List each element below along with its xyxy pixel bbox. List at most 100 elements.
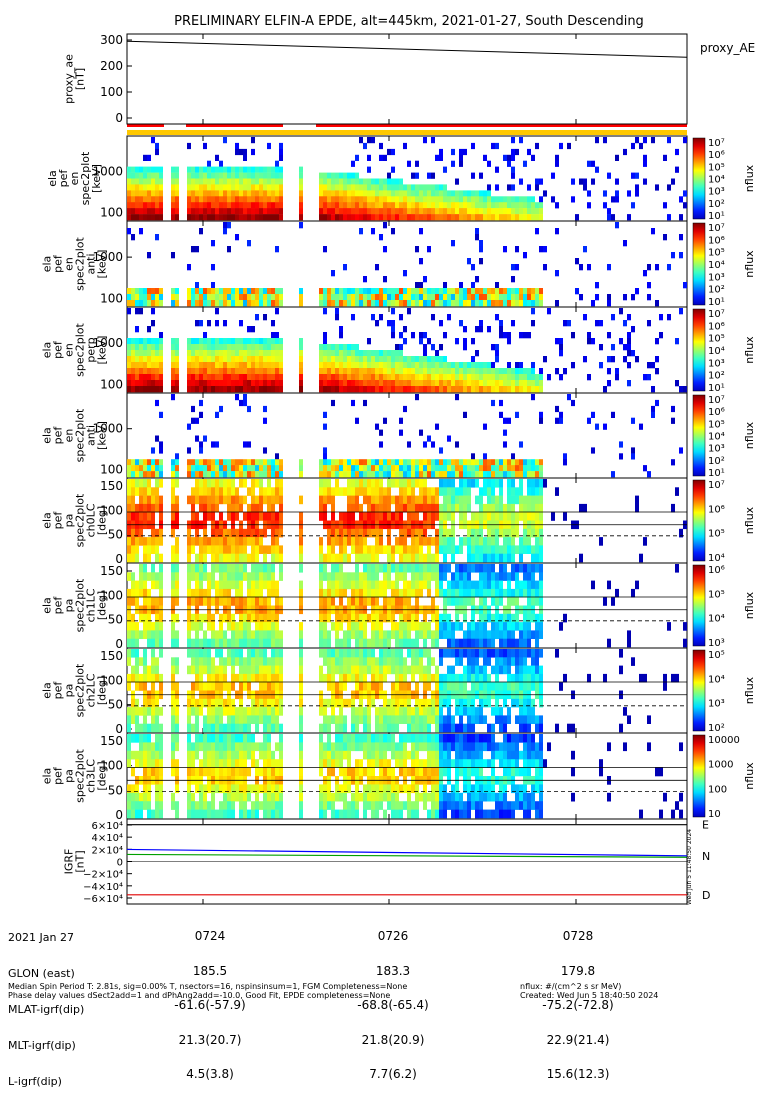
footer-mlat-1: -68.8(-65.4) xyxy=(343,1000,443,1012)
panel-9-ytick-label-4: −2×10⁴ xyxy=(83,870,123,881)
panel-4-cblabel: nflux xyxy=(743,421,756,449)
panel-0-frame xyxy=(127,34,687,124)
figure: PRELIMINARY ELFIN-A EPDE, alt=445km, 202… xyxy=(0,0,775,1000)
panel-3-cbtick-3: 10⁴ xyxy=(708,346,725,357)
footer-row-mlt: MLT-igrf(dip) xyxy=(8,1040,84,1052)
panel-1-ylabel-line-4: [keV] xyxy=(90,164,103,193)
panel-8-cbtick-2: 100 xyxy=(708,784,727,795)
panel-2-cbtick-3: 10⁴ xyxy=(708,260,725,271)
panel-0-ylabel-line-1: [nT] xyxy=(74,68,87,90)
panel-6-colorbar xyxy=(693,565,705,646)
footer-mlat-0: -61.6(-57.9) xyxy=(160,1000,260,1012)
footer-labels: 2021 Jan 27 GLON (east) MLAT-igrf(dip) M… xyxy=(8,908,84,1100)
figure-title: PRELIMINARY ELFIN-A EPDE, alt=445km, 202… xyxy=(174,14,644,29)
footer-mlt-0: 21.3(20.7) xyxy=(160,1035,260,1047)
footer-created: Created: Wed Jun 5 18:40:50 2024 xyxy=(520,991,658,1000)
footer-col-0728: 0728 179.8 -75.2(-72.8) 22.9(21.4) 15.6(… xyxy=(528,908,628,1092)
panel-1-cbtick-6: 10¹ xyxy=(708,211,725,222)
tick-label-0728: 0728 xyxy=(528,931,628,943)
footer-date: 2021 Jan 27 xyxy=(8,932,84,944)
panel-0-ytick-label-3: 0 xyxy=(115,111,123,125)
panel-4-ytick-label-1: 100 xyxy=(100,463,123,477)
panel-6-cbtick-0: 10⁶ xyxy=(708,565,725,576)
panel-1-cbtick-2: 10⁵ xyxy=(708,162,725,173)
panel-4-cbtick-0: 10⁷ xyxy=(708,395,725,406)
panel-4-ylabel-line-5: [keV] xyxy=(96,421,109,450)
completeness-bar xyxy=(127,130,687,135)
panel-8-cbtick-3: 10 xyxy=(708,809,721,820)
panel-9-ytick-label-5: −4×10⁴ xyxy=(83,882,123,893)
panel-1-cbtick-4: 10³ xyxy=(708,187,725,198)
panel-4-colorbar xyxy=(693,395,705,476)
panel-4-cbtick-1: 10⁶ xyxy=(708,407,725,418)
panel-4-cbtick-3: 10⁴ xyxy=(708,432,725,443)
tick-label-0724: 0724 xyxy=(160,931,260,943)
panel-8-cblabel: nflux xyxy=(743,762,756,790)
panel-5-colorbar xyxy=(693,480,705,561)
footer-glon-1: 183.3 xyxy=(343,966,443,978)
footer-mlt-1: 21.8(20.9) xyxy=(343,1035,443,1047)
panel-2-cblabel: nflux xyxy=(743,250,756,278)
panel-4-cbtick-2: 10⁵ xyxy=(708,419,725,430)
panel-8-colorbar xyxy=(693,735,705,817)
panel-3-cblabel: nflux xyxy=(743,336,756,364)
panel-5-cbtick-2: 10⁵ xyxy=(708,529,725,540)
footer-row-mlat: MLAT-igrf(dip) xyxy=(8,1004,84,1016)
panel-9-ylabel: IGRF[nT] xyxy=(63,849,87,875)
panel-9-ytick-label-2: 2×10⁴ xyxy=(92,845,123,856)
panel-8-cbtick-1: 1000 xyxy=(708,760,733,771)
panel-1-cbtick-5: 10² xyxy=(708,199,725,210)
footer-l-1: 7.7(6.2) xyxy=(343,1069,443,1081)
panel-6-ylabel-line-5: [deg] xyxy=(96,591,109,620)
footer-note-spin: Median Spin Period T: 2.81s, sig=0.00% T… xyxy=(8,982,407,991)
panel-5-cbtick-1: 10⁶ xyxy=(708,504,725,515)
panel-8-ytick-label-3: 0 xyxy=(115,808,123,822)
footer-notes-right: nflux: #/(cm^2 s sr MeV) Created: Wed Ju… xyxy=(520,982,658,1000)
panel-1-cbtick-1: 10⁶ xyxy=(708,150,725,161)
panel-6-ytick-label-0: 150 xyxy=(100,564,123,578)
panel-2-cbtick-5: 10² xyxy=(708,285,725,296)
panel-8-cbtick-0: 10000 xyxy=(708,735,740,746)
panel-7-cbtick-3: 10² xyxy=(708,723,725,734)
footer-col-0724: 0724 185.5 -61.6(-57.9) 21.3(20.7) 4.5(3… xyxy=(160,908,260,1092)
panel-1-cbtick-0: 10⁷ xyxy=(708,138,725,149)
panel-9-ylabel-line-1: [nT] xyxy=(74,850,87,872)
panel-0-ytick-label-2: 100 xyxy=(100,85,123,99)
panel-1-cblabel: nflux xyxy=(743,164,756,192)
panel-3-cbtick-4: 10³ xyxy=(708,358,725,369)
panel-8-ytick-label-0: 150 xyxy=(100,734,123,748)
footer-units: nflux: #/(cm^2 s sr MeV) xyxy=(520,982,658,991)
footer-glon-2: 179.8 xyxy=(528,966,628,978)
panel-4-cbtick-6: 10¹ xyxy=(708,468,725,479)
panel-7-ytick-label-0: 150 xyxy=(100,649,123,663)
panel-1-colorbar xyxy=(693,138,705,219)
footer-l-2: 15.6(12.3) xyxy=(528,1069,628,1081)
panel-3-cbtick-6: 10¹ xyxy=(708,383,725,394)
panel-6-cbtick-1: 10⁵ xyxy=(708,589,725,600)
panel-1-ytick-label-1: 100 xyxy=(100,206,123,220)
panel-6-cbtick-3: 10³ xyxy=(708,638,725,649)
panel-3-colorbar xyxy=(693,309,705,391)
panel-5-cblabel: nflux xyxy=(743,506,756,534)
panel-7-ytick-label-2: 50 xyxy=(108,698,123,712)
footer-l-0: 4.5(3.8) xyxy=(160,1069,260,1081)
panel-3-ytick-label-1: 100 xyxy=(100,377,123,391)
igrf-legend-d: D xyxy=(702,889,710,902)
panel-9-ytick-label-6: −6×10⁴ xyxy=(83,894,123,905)
panel-4-cbtick-4: 10³ xyxy=(708,444,725,455)
panel-4-cbtick-5: 10² xyxy=(708,456,725,467)
panel-2-cbtick-6: 10¹ xyxy=(708,297,725,308)
